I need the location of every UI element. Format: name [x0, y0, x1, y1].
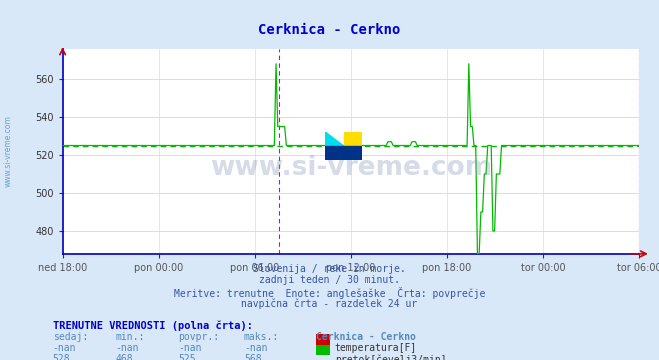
Text: -nan: -nan — [244, 343, 268, 354]
Text: povpr.:: povpr.: — [178, 332, 219, 342]
Text: 525: 525 — [178, 354, 196, 360]
Polygon shape — [325, 132, 344, 146]
Text: min.:: min.: — [115, 332, 145, 342]
Text: 528: 528 — [53, 354, 71, 360]
Text: zadnji teden / 30 minut.: zadnji teden / 30 minut. — [259, 275, 400, 285]
Text: -nan: -nan — [53, 343, 76, 354]
Text: Meritve: trenutne  Enote: anglešaške  Črta: povprečje: Meritve: trenutne Enote: anglešaške Črta… — [174, 287, 485, 299]
Text: pretok[čevelj3/min]: pretok[čevelj3/min] — [335, 354, 446, 360]
Polygon shape — [344, 132, 362, 146]
Text: maks.:: maks.: — [244, 332, 279, 342]
Text: navpična črta - razdelek 24 ur: navpična črta - razdelek 24 ur — [241, 298, 418, 309]
Text: Cerknica - Cerkno: Cerknica - Cerkno — [316, 332, 416, 342]
Text: Cerknica - Cerkno: Cerknica - Cerkno — [258, 23, 401, 37]
Text: -nan: -nan — [178, 343, 202, 354]
Text: temperatura[F]: temperatura[F] — [335, 343, 417, 354]
Polygon shape — [325, 146, 362, 161]
Text: TRENUTNE VREDNOSTI (polna črta):: TRENUTNE VREDNOSTI (polna črta): — [53, 320, 252, 331]
Text: www.si-vreme.com: www.si-vreme.com — [3, 115, 13, 187]
Text: 568: 568 — [244, 354, 262, 360]
Text: Slovenija / reke in morje.: Slovenija / reke in morje. — [253, 264, 406, 274]
Text: -nan: -nan — [115, 343, 139, 354]
Text: 468: 468 — [115, 354, 133, 360]
Text: www.si-vreme.com: www.si-vreme.com — [210, 154, 492, 181]
Text: sedaj:: sedaj: — [53, 332, 88, 342]
